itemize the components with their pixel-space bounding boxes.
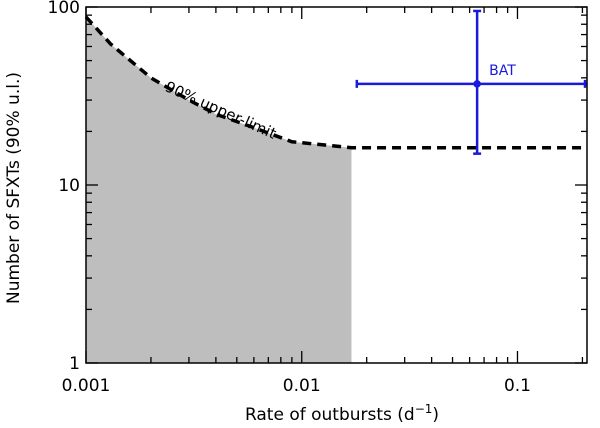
y-tick-label-0: 1: [69, 354, 80, 374]
x-axis-label: Rate of outbursts (d−1): [245, 402, 439, 425]
bat-label: BAT: [489, 63, 516, 79]
bat-marker: [473, 80, 481, 88]
bat-error-point: [355, 9, 587, 155]
x-tick-label-0: 0.001: [62, 376, 111, 396]
axes: 0.001 0.01 0.1 1 10 100: [48, 0, 588, 396]
y-axis-label: Number of SFXTs (90% u.l.): [4, 72, 24, 304]
x-axis-label-exponent: −1: [415, 402, 433, 416]
x-tick-label-2: 0.1: [504, 376, 531, 396]
x-axis-label-close: ): [432, 405, 439, 425]
y-tick-label-1: 10: [58, 176, 80, 196]
shaded-region: [86, 16, 352, 364]
x-tick-label-1: 0.01: [283, 376, 321, 396]
y-tick-label-2: 100: [48, 0, 80, 18]
